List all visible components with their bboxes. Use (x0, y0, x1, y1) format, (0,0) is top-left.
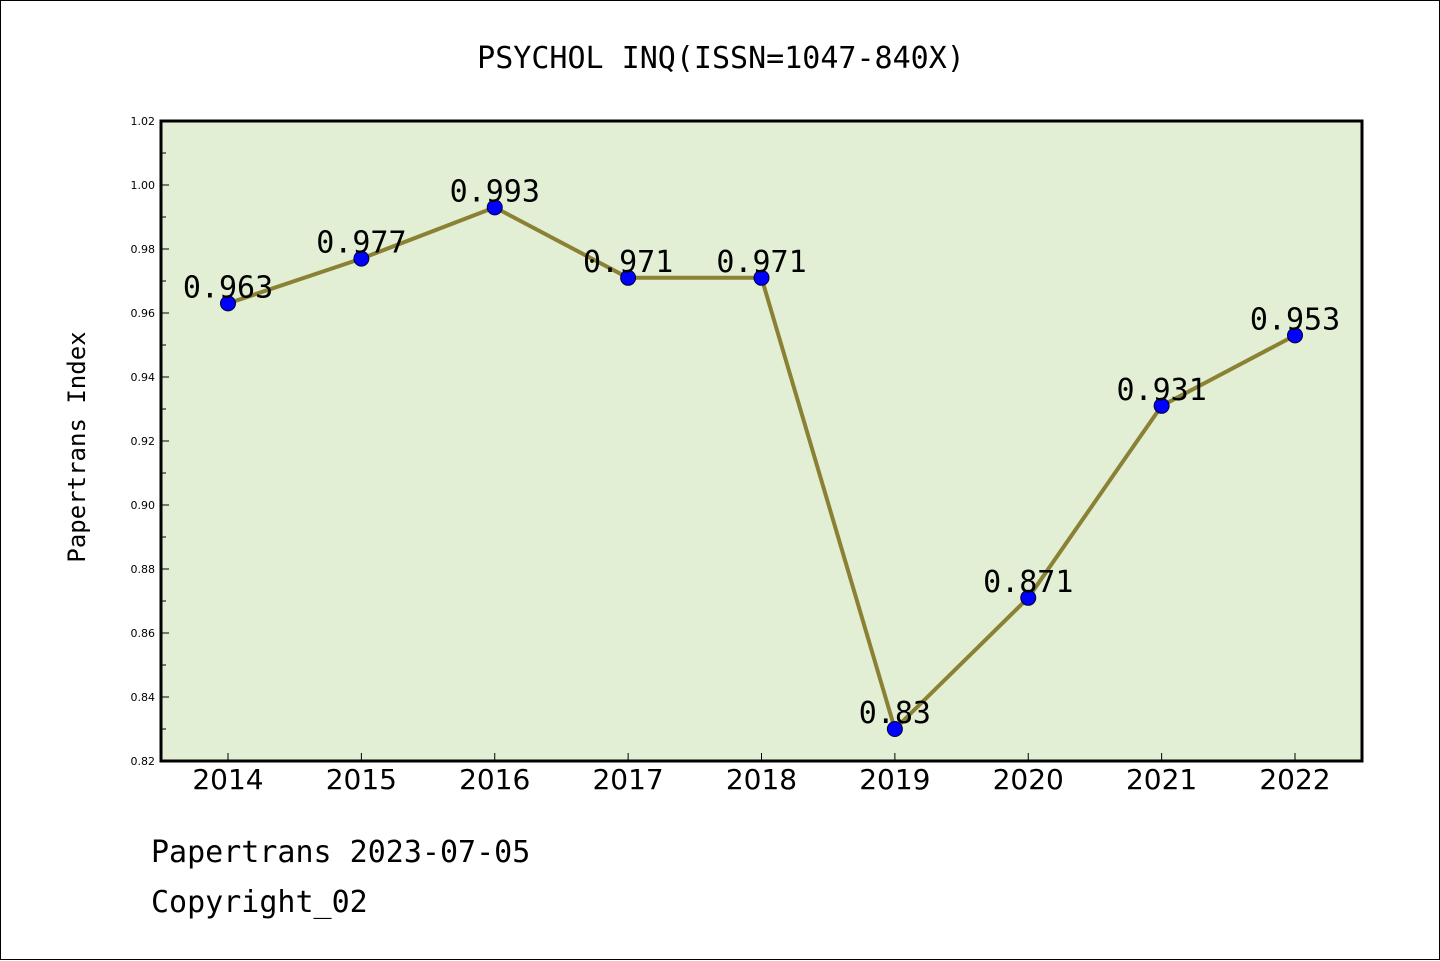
data-label: 0.971 (716, 245, 806, 280)
x-tick-label: 2022 (1259, 763, 1330, 796)
data-label: 0.971 (583, 245, 673, 280)
x-tick-label: 2017 (592, 763, 663, 796)
data-label: 0.963 (183, 270, 273, 305)
x-tick-label: 2019 (859, 763, 930, 796)
x-tick-label: 2021 (1126, 763, 1197, 796)
x-tick-label: 2020 (993, 763, 1064, 796)
x-tick-label: 2018 (726, 763, 797, 796)
series-layer: 0.963 0.977 0.993 0.971 0.971 0.83 0.871 0.931 0… (183, 174, 1340, 737)
data-point (353, 250, 370, 267)
y-tick-label: 0.98 (131, 243, 156, 256)
footer-date-line: Papertrans 2023-07-05 (151, 835, 531, 870)
y-tick-label: 0.92 (131, 435, 156, 448)
data-label: 0.931 (1116, 373, 1206, 408)
data-point (220, 295, 236, 312)
y-tick-label: 0.82 (131, 755, 156, 768)
x-tick-label: 2015 (326, 763, 397, 796)
y-tick-label: 0.94 (131, 371, 156, 384)
data-label: 0.993 (450, 174, 540, 209)
footer-copyright-line: Copyright_02 (151, 885, 368, 920)
x-axis-ticks: 2014 2015 2016 2017 2018 2019 2020 2021 2022 (192, 753, 1331, 796)
data-label: 0.977 (316, 226, 406, 261)
data-point (753, 269, 770, 286)
plot-area (159, 119, 1364, 763)
y-tick-label: 0.90 (131, 499, 156, 512)
y-axis-label: Papertrans Index (63, 331, 91, 562)
y-tick-label: 0.86 (131, 627, 156, 640)
y-tick-label: 0.84 (131, 691, 156, 704)
data-point (486, 199, 503, 216)
chart-title: PSYCHOL INQ(ISSN=1047-840X) (477, 41, 965, 76)
y-tick-label: 0.88 (131, 563, 156, 576)
data-point (620, 269, 637, 286)
data-label: 0.953 (1250, 302, 1340, 337)
y-axis-ticks: 0.82 0.84 0.86 0.88 0.90 0.92 0.94 0.96 0.98 1.00… (131, 115, 169, 768)
data-point (1287, 327, 1303, 344)
x-tick-label: 2016 (459, 763, 530, 796)
data-point (1020, 589, 1037, 606)
y-tick-label: 1.00 (131, 179, 156, 192)
data-label: 0.83 (859, 696, 931, 731)
x-tick-label: 2014 (192, 763, 263, 796)
y-tick-label: 0.96 (131, 307, 156, 320)
data-point (886, 721, 903, 737)
data-label: 0.871 (983, 565, 1073, 600)
y-tick-label: 1.02 (131, 115, 156, 128)
data-point (1153, 397, 1170, 414)
